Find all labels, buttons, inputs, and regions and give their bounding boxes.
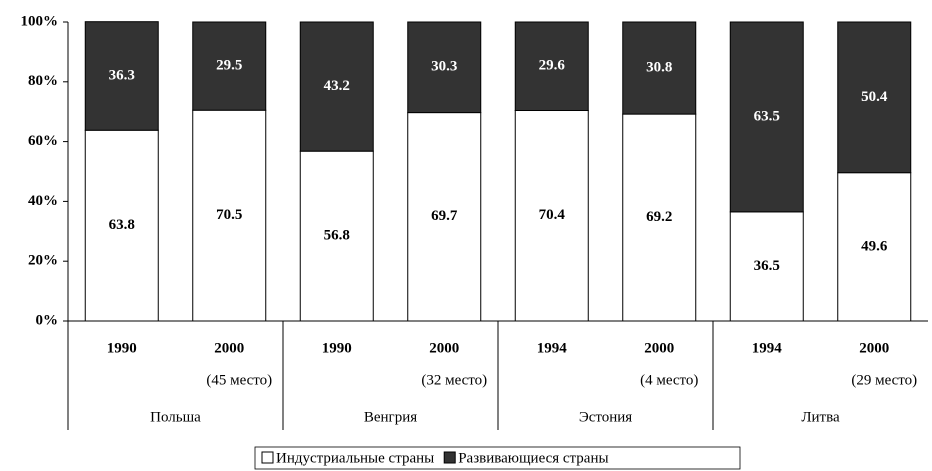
x-tick-label: 1994 — [752, 340, 783, 356]
value-label: 30.8 — [646, 59, 672, 75]
bar-segment — [299, 150, 374, 322]
legend-swatch — [261, 451, 274, 464]
value-label: 69.2 — [646, 209, 672, 225]
x-tick-label: 2000 — [214, 340, 244, 356]
value-label: 69.7 — [431, 208, 458, 224]
value-label: 36.3 — [109, 67, 135, 83]
bar-segment — [729, 21, 804, 213]
bar-segment — [837, 21, 912, 174]
legend-swatch — [443, 451, 456, 464]
bar-segment — [622, 113, 697, 322]
x-tick-label: 1990 — [107, 340, 137, 356]
bar-segment — [192, 109, 267, 322]
y-tick-label: 100% — [21, 13, 59, 29]
bar-segment — [514, 21, 589, 112]
x-note: (4 место) — [640, 372, 698, 388]
y-tick-label: 40% — [28, 193, 58, 209]
x-tick-label: 2000 — [644, 340, 674, 356]
x-tick-label: 1990 — [322, 340, 352, 356]
group-label: Польша — [150, 409, 201, 425]
value-label: 70.5 — [216, 207, 242, 223]
bar-segment — [622, 21, 697, 115]
bar-segment — [729, 211, 804, 322]
bar-segment — [192, 21, 267, 111]
y-tick-label: 60% — [28, 133, 58, 149]
legend-box — [254, 446, 741, 470]
x-note: (29 место) — [851, 372, 917, 388]
value-label: 30.3 — [431, 59, 457, 75]
group-label: Венгрия — [364, 409, 417, 425]
x-tick-label: 2000 — [429, 340, 459, 356]
x-tick-label: 1994 — [537, 340, 568, 356]
legend-label: Индустриальные страны — [276, 450, 434, 466]
x-note: (45 место) — [206, 372, 272, 388]
value-label: 49.6 — [861, 238, 888, 254]
x-tick-label: 2000 — [859, 340, 889, 356]
value-label: 56.8 — [324, 228, 350, 244]
value-label: 63.5 — [754, 108, 780, 124]
x-note: (32 место) — [421, 372, 487, 388]
value-label: 50.4 — [861, 89, 888, 105]
bar-segment — [407, 21, 482, 114]
value-label: 63.8 — [109, 217, 135, 233]
value-label: 36.5 — [754, 258, 780, 274]
group-label: Литва — [801, 409, 840, 425]
value-label: 70.4 — [539, 207, 566, 223]
value-label: 29.5 — [216, 58, 242, 74]
value-label: 43.2 — [324, 78, 350, 94]
bar-segment — [837, 172, 912, 322]
y-tick-label: 80% — [28, 73, 58, 89]
bar-segment — [299, 21, 374, 152]
bar-segment — [84, 21, 159, 131]
legend-label: Развивающиеся страны — [458, 450, 608, 466]
y-tick-label: 20% — [28, 253, 58, 269]
value-label: 29.6 — [539, 58, 566, 74]
y-tick-label: 0% — [36, 312, 59, 328]
group-label: Эстония — [579, 409, 632, 425]
bar-segment — [407, 112, 482, 322]
